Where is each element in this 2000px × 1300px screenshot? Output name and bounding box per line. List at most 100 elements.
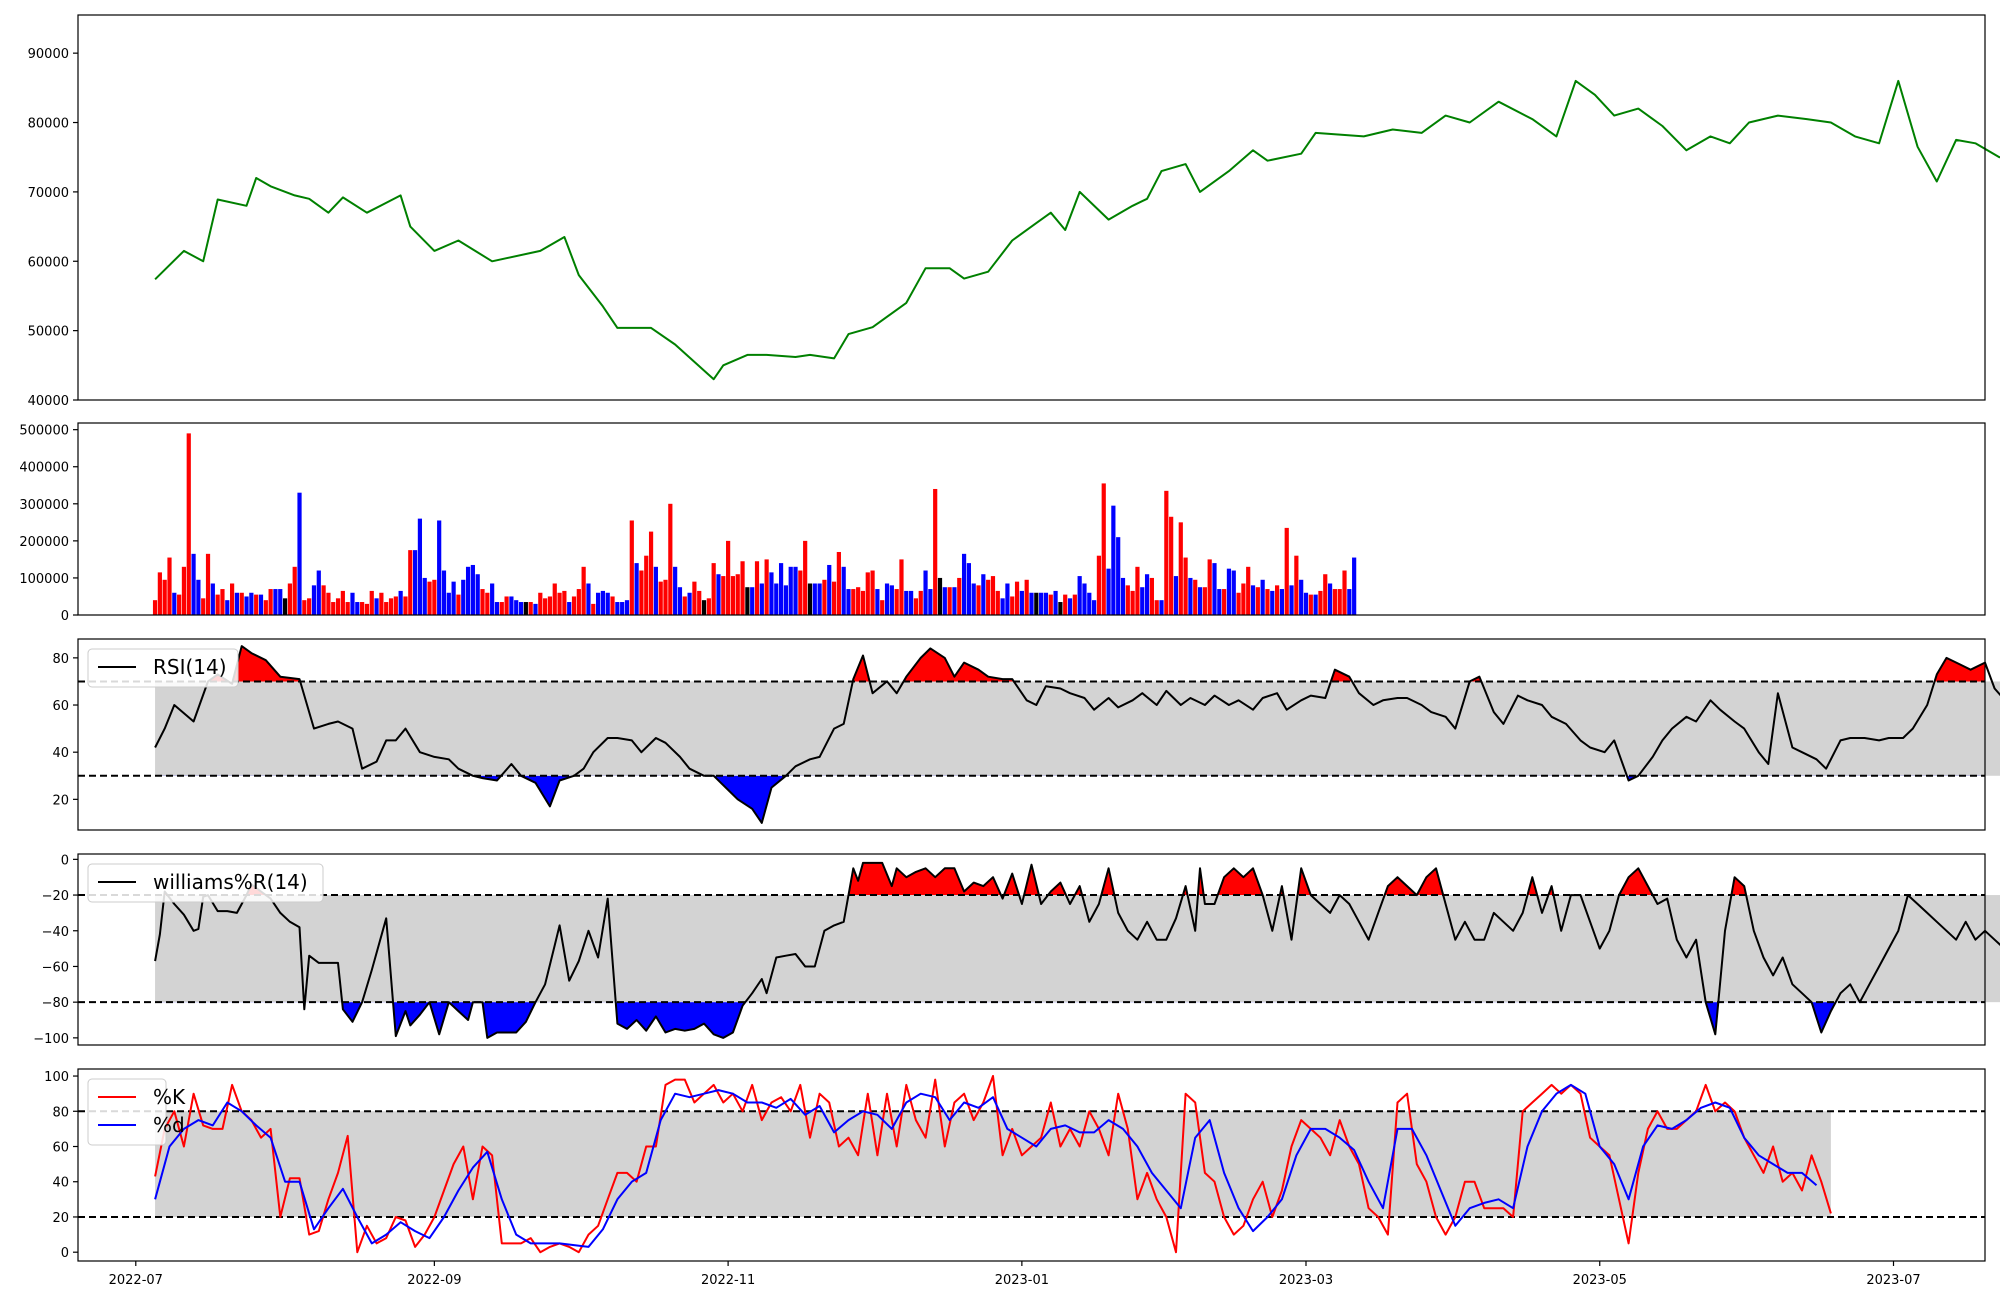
x-tick-label: 2023-01 xyxy=(995,1273,1049,1288)
panel-5: 0 20 40 60 80 100 2022-07 2022-09 2022-11 2023-01… xyxy=(44,1068,1986,1288)
volume-bar xyxy=(152,600,158,615)
volume-bar xyxy=(297,492,302,615)
volume-bar xyxy=(186,433,191,615)
volume-bar xyxy=(254,594,259,615)
y-tick: −60 xyxy=(42,960,78,975)
volume-bar xyxy=(1111,505,1116,615)
volume-bar xyxy=(1144,574,1150,615)
x-tick: 2022-11 xyxy=(701,1261,755,1288)
legend-box xyxy=(87,863,324,903)
volume-bar xyxy=(538,592,543,615)
volume-bar xyxy=(172,592,177,615)
y-tick: 100 xyxy=(44,1070,78,1085)
volume-bar xyxy=(480,589,485,615)
volume-bar xyxy=(803,540,808,615)
legend: RSI(14) xyxy=(87,648,239,688)
y-tick-label: 20 xyxy=(52,793,69,808)
volume-bar xyxy=(470,564,475,615)
volume-bar xyxy=(807,583,813,615)
y-tick-label: 50000 xyxy=(28,325,69,340)
y-tick-label: −20 xyxy=(42,889,69,904)
volume-bar xyxy=(340,590,345,615)
volume-bar xyxy=(1024,579,1029,615)
volume-bar xyxy=(1178,522,1183,615)
volume-bar xyxy=(875,589,880,615)
volume-bar xyxy=(456,594,461,615)
volume-bar xyxy=(928,589,933,615)
y-tick: 60 xyxy=(52,699,78,714)
panel-2: 0 100000 200000 300000 400000 500000 xyxy=(19,422,1986,624)
x-tick: 2023-05 xyxy=(1573,1261,1627,1288)
axes-frame xyxy=(77,853,1986,1046)
volume-bar xyxy=(1014,581,1020,615)
x-tick: 2023-03 xyxy=(1279,1261,1333,1288)
legend-label: williams%R(14) xyxy=(153,870,308,894)
y-tick-label: −60 xyxy=(42,960,69,975)
volume-bar xyxy=(831,581,837,615)
legend-label: RSI(14) xyxy=(153,655,227,679)
axes-frame xyxy=(77,1068,1986,1262)
volume-bar xyxy=(711,563,716,615)
y-tick: 40 xyxy=(52,1176,78,1191)
volume-bar xyxy=(547,596,553,615)
volume-bar xyxy=(167,557,172,615)
volume-bar xyxy=(1250,585,1256,615)
volume-bar xyxy=(437,520,442,615)
volume-bar xyxy=(865,572,870,615)
x-tick-label: 2023-07 xyxy=(1866,1273,1920,1288)
volume-bar xyxy=(981,574,986,615)
volume-bar xyxy=(244,596,249,615)
volume-bar xyxy=(201,598,206,615)
volume-bar xyxy=(215,594,220,615)
y-tick: 50000 xyxy=(28,325,78,340)
volume-bar xyxy=(408,550,413,615)
volume-bar xyxy=(1106,568,1111,615)
volume-bar xyxy=(345,602,350,615)
series-line xyxy=(154,645,2000,824)
volume-bar xyxy=(1202,587,1207,615)
volume-bar xyxy=(615,602,620,615)
volume-bar xyxy=(827,564,832,615)
volume-bar xyxy=(841,566,846,615)
volume-bar xyxy=(1207,559,1212,615)
volume-bar xyxy=(514,600,519,615)
volume-bar xyxy=(990,576,996,615)
volume-bar xyxy=(610,596,615,615)
volume-bar xyxy=(1072,594,1077,615)
volume-bar xyxy=(880,600,885,615)
volume-bar xyxy=(576,589,581,615)
y-tick: 400000 xyxy=(19,461,78,476)
x-tick-label: 2023-03 xyxy=(1279,1273,1333,1288)
volume-bar xyxy=(971,583,976,615)
volume-bar xyxy=(730,576,736,615)
volume-bar xyxy=(1101,483,1106,615)
volume-bar xyxy=(557,592,562,615)
volume-bar xyxy=(268,589,273,615)
band-fill xyxy=(155,895,2000,1003)
volume-bar xyxy=(1265,589,1270,615)
volume-bar xyxy=(441,570,447,615)
volume-bar xyxy=(191,553,196,615)
volume-bar xyxy=(278,589,283,615)
axes-frame xyxy=(77,422,1986,616)
y-tick-label: 0 xyxy=(61,1246,69,1261)
volume-bar xyxy=(302,600,307,615)
volume-bar xyxy=(490,583,495,615)
y-tick-label: 40 xyxy=(52,1176,69,1191)
volume-bar xyxy=(909,590,914,615)
volume-bar xyxy=(1053,590,1058,615)
volume-bar xyxy=(721,576,726,615)
volume-bar xyxy=(157,572,162,615)
volume-bar xyxy=(1332,589,1337,615)
volume-bar xyxy=(759,583,764,615)
volume-bar xyxy=(942,587,947,615)
volume-bar xyxy=(745,587,750,615)
band-fill xyxy=(155,1111,1831,1217)
volume-bar xyxy=(1000,598,1005,615)
legend: %K %d xyxy=(87,1078,186,1146)
volume-bar xyxy=(1231,570,1236,615)
volume-bar xyxy=(653,566,658,615)
volume-bar xyxy=(995,590,1000,615)
volume-bar xyxy=(692,581,697,615)
volume-bar xyxy=(1323,574,1328,615)
